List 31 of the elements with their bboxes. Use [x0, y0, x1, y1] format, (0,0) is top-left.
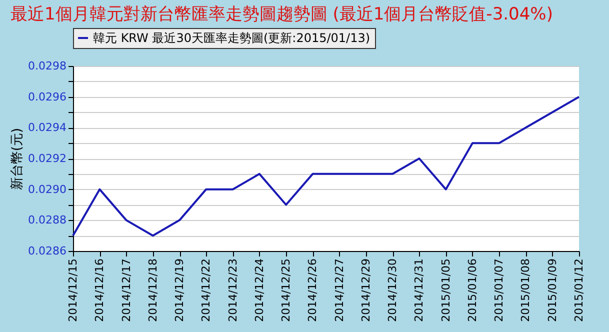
x-tick-label: 2014/12/17: [120, 258, 133, 322]
y-tick-label: 0.0296: [28, 90, 66, 104]
x-tick-label: 2014/12/24: [252, 258, 266, 322]
x-tick-label: 2014/12/19: [173, 258, 186, 322]
x-tick-label: 2014/12/26: [306, 258, 320, 322]
y-tick-label: 0.0288: [28, 214, 66, 227]
legend-label: 韓元 KRW 最近30天匯率走勢圖(更新:2015/01/13): [93, 31, 370, 45]
y-tick-label: 0.0290: [28, 182, 66, 196]
line-series: [72, 96, 580, 237]
y-tick-label: 0.0294: [28, 121, 66, 134]
x-tick-label: 2014/12/22: [200, 258, 213, 322]
chart-title: 最近1個月韓元對新台幣匯率走勢圖趨勢圖 (最近1個月台幣貶值-3.04%): [10, 4, 553, 24]
x-tick-label: 2014/12/23: [226, 258, 240, 322]
x-tick-label: 2014/12/25: [280, 258, 293, 322]
x-tick-label: 2014/12/18: [146, 258, 160, 322]
x-tick-label: 2015/01/12: [572, 258, 586, 322]
y-tick-label: 0.0298: [28, 60, 66, 72]
x-tick-label: 2015/01/08: [519, 258, 532, 322]
x-tick-label: 2015/01/07: [492, 258, 506, 322]
x-tick-label: 2014/12/15: [66, 258, 80, 322]
y-tick-label: 0.0286: [28, 244, 66, 258]
x-tick-label: 2015/01/09: [546, 258, 559, 322]
y-tick-label: 0.0292: [28, 152, 66, 165]
x-tick-label: 2015/01/05: [439, 258, 452, 322]
x-tick-label: 2014/12/16: [93, 258, 106, 322]
x-tick-label: 2014/12/27: [332, 258, 346, 322]
x-tick-label: 2014/12/31: [412, 258, 426, 322]
x-tick-label: 2015/01/06: [466, 258, 479, 322]
y-axis-title: 新台幣(元): [10, 128, 26, 190]
x-tick-label: 2014/12/29: [359, 258, 372, 322]
x-tick-label: 2014/12/30: [386, 258, 400, 322]
